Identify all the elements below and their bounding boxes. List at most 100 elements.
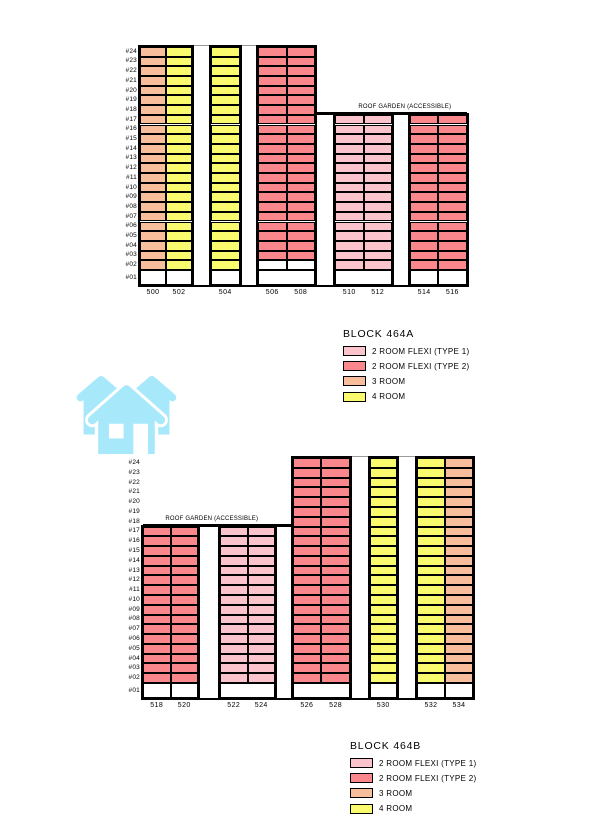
- unit-cell: [170, 614, 198, 625]
- floor-label: #08: [125, 202, 137, 210]
- floor-label: #23: [125, 57, 137, 65]
- unit-cell: [166, 134, 192, 144]
- unit-cell: [286, 182, 315, 193]
- unit-cell: [143, 614, 171, 625]
- unit-number-label: 520: [177, 702, 191, 709]
- unit-cell: [321, 458, 350, 468]
- floor-label: #09: [125, 193, 137, 201]
- unit-cell: [258, 202, 287, 212]
- unit-cell: [210, 85, 240, 96]
- unit-cell: [369, 575, 397, 586]
- unit-cell: [363, 153, 392, 164]
- unit-cell: [369, 497, 397, 507]
- unit-cell: [363, 192, 392, 203]
- unit-cell: [335, 192, 364, 203]
- unit-cell: [292, 555, 322, 566]
- legend-item-label: 2 ROOM FLEXI (TYPE 1): [372, 346, 470, 356]
- floor-label: #10: [128, 595, 140, 603]
- unit-number-label: 514: [417, 289, 431, 296]
- unit-cell: [166, 211, 192, 222]
- legend-item: 3 ROOM: [350, 788, 476, 799]
- unit-number-label: 502: [172, 289, 186, 296]
- unit-cell: [438, 231, 467, 241]
- unit-cell: [140, 105, 166, 115]
- unit-cell: [140, 221, 166, 232]
- unit-cell: [210, 240, 240, 251]
- floor-label: #23: [128, 468, 140, 476]
- unit-cell: [140, 46, 166, 57]
- unit-cell: [143, 546, 171, 556]
- unit-cell: [220, 643, 248, 654]
- floor-label: #19: [125, 96, 137, 104]
- unit-cell: [417, 643, 445, 654]
- unit-cell: [140, 76, 166, 86]
- unit-cell: [143, 565, 171, 576]
- unit-cell: [247, 585, 275, 595]
- unit-cell: [258, 163, 287, 173]
- unit-cell: [410, 182, 439, 193]
- unit-cell: [335, 153, 364, 164]
- unit-cell: [286, 76, 315, 86]
- unit-number-label: 522: [227, 702, 241, 709]
- unit-cell: [335, 202, 364, 212]
- unit-cell: [321, 594, 350, 605]
- unit-cell: [170, 643, 198, 654]
- unit-cell: [321, 506, 350, 517]
- unit-cell: [258, 85, 287, 96]
- unit-cell: [369, 516, 397, 527]
- unit-cell: [258, 143, 287, 154]
- unit-cell: [417, 467, 445, 478]
- unit-cell: [220, 663, 248, 674]
- unit-cell: [410, 260, 439, 270]
- floor-label: #12: [125, 164, 137, 172]
- unit-cell: [166, 182, 192, 193]
- unit-cell: [210, 163, 240, 173]
- legend-item: 2 ROOM FLEXI (TYPE 1): [350, 758, 476, 768]
- unit-cell: [335, 134, 364, 144]
- unit-cell: [286, 114, 315, 125]
- unit-cell: [140, 56, 166, 67]
- unit-cell: [363, 173, 392, 183]
- unit-cell: [445, 643, 473, 654]
- unit-cell: [166, 163, 192, 173]
- unit-cell: [417, 536, 445, 547]
- unit-cell: [321, 575, 350, 586]
- unit-cell: [321, 604, 350, 615]
- unit-cell: [258, 240, 287, 251]
- unit-number-label: 526: [300, 702, 314, 709]
- floor-label: #17: [128, 527, 140, 535]
- unit-cell: [438, 202, 467, 212]
- unit-cell: [292, 673, 322, 683]
- unit-cell: [210, 260, 240, 270]
- unit-cell: [321, 614, 350, 625]
- unit-cell: [210, 114, 240, 125]
- unit-cell: [410, 114, 439, 125]
- unit-cell: [292, 594, 322, 605]
- unit-cell: [166, 66, 192, 76]
- unit-cell: [410, 192, 439, 203]
- unit-cell: [258, 46, 287, 57]
- unit-cell: [140, 124, 166, 135]
- unit-cell: [258, 182, 287, 193]
- unit-cell: [220, 526, 248, 537]
- unit-cell: [247, 634, 275, 644]
- floor-label: #13: [125, 154, 137, 162]
- unit-cell: [210, 134, 240, 144]
- unit-cell: [321, 663, 350, 674]
- unit-cell: [445, 585, 473, 595]
- unit-cell: [210, 221, 240, 232]
- unit-cell: [140, 182, 166, 193]
- unit-cell: [363, 114, 392, 125]
- legend-item: 2 ROOM FLEXI (TYPE 2): [350, 773, 476, 784]
- houses-icon: [76, 375, 177, 456]
- unit-cell: [140, 114, 166, 125]
- unit-cell: [292, 497, 322, 507]
- unit-cell: [220, 604, 248, 615]
- unit-cell: [410, 163, 439, 173]
- unit-cell: [438, 260, 467, 270]
- unit-cell: [417, 458, 445, 468]
- floor-label: #16: [125, 125, 137, 133]
- floor-label: #18: [128, 517, 140, 525]
- legend-swatch-2rf2: [343, 361, 366, 372]
